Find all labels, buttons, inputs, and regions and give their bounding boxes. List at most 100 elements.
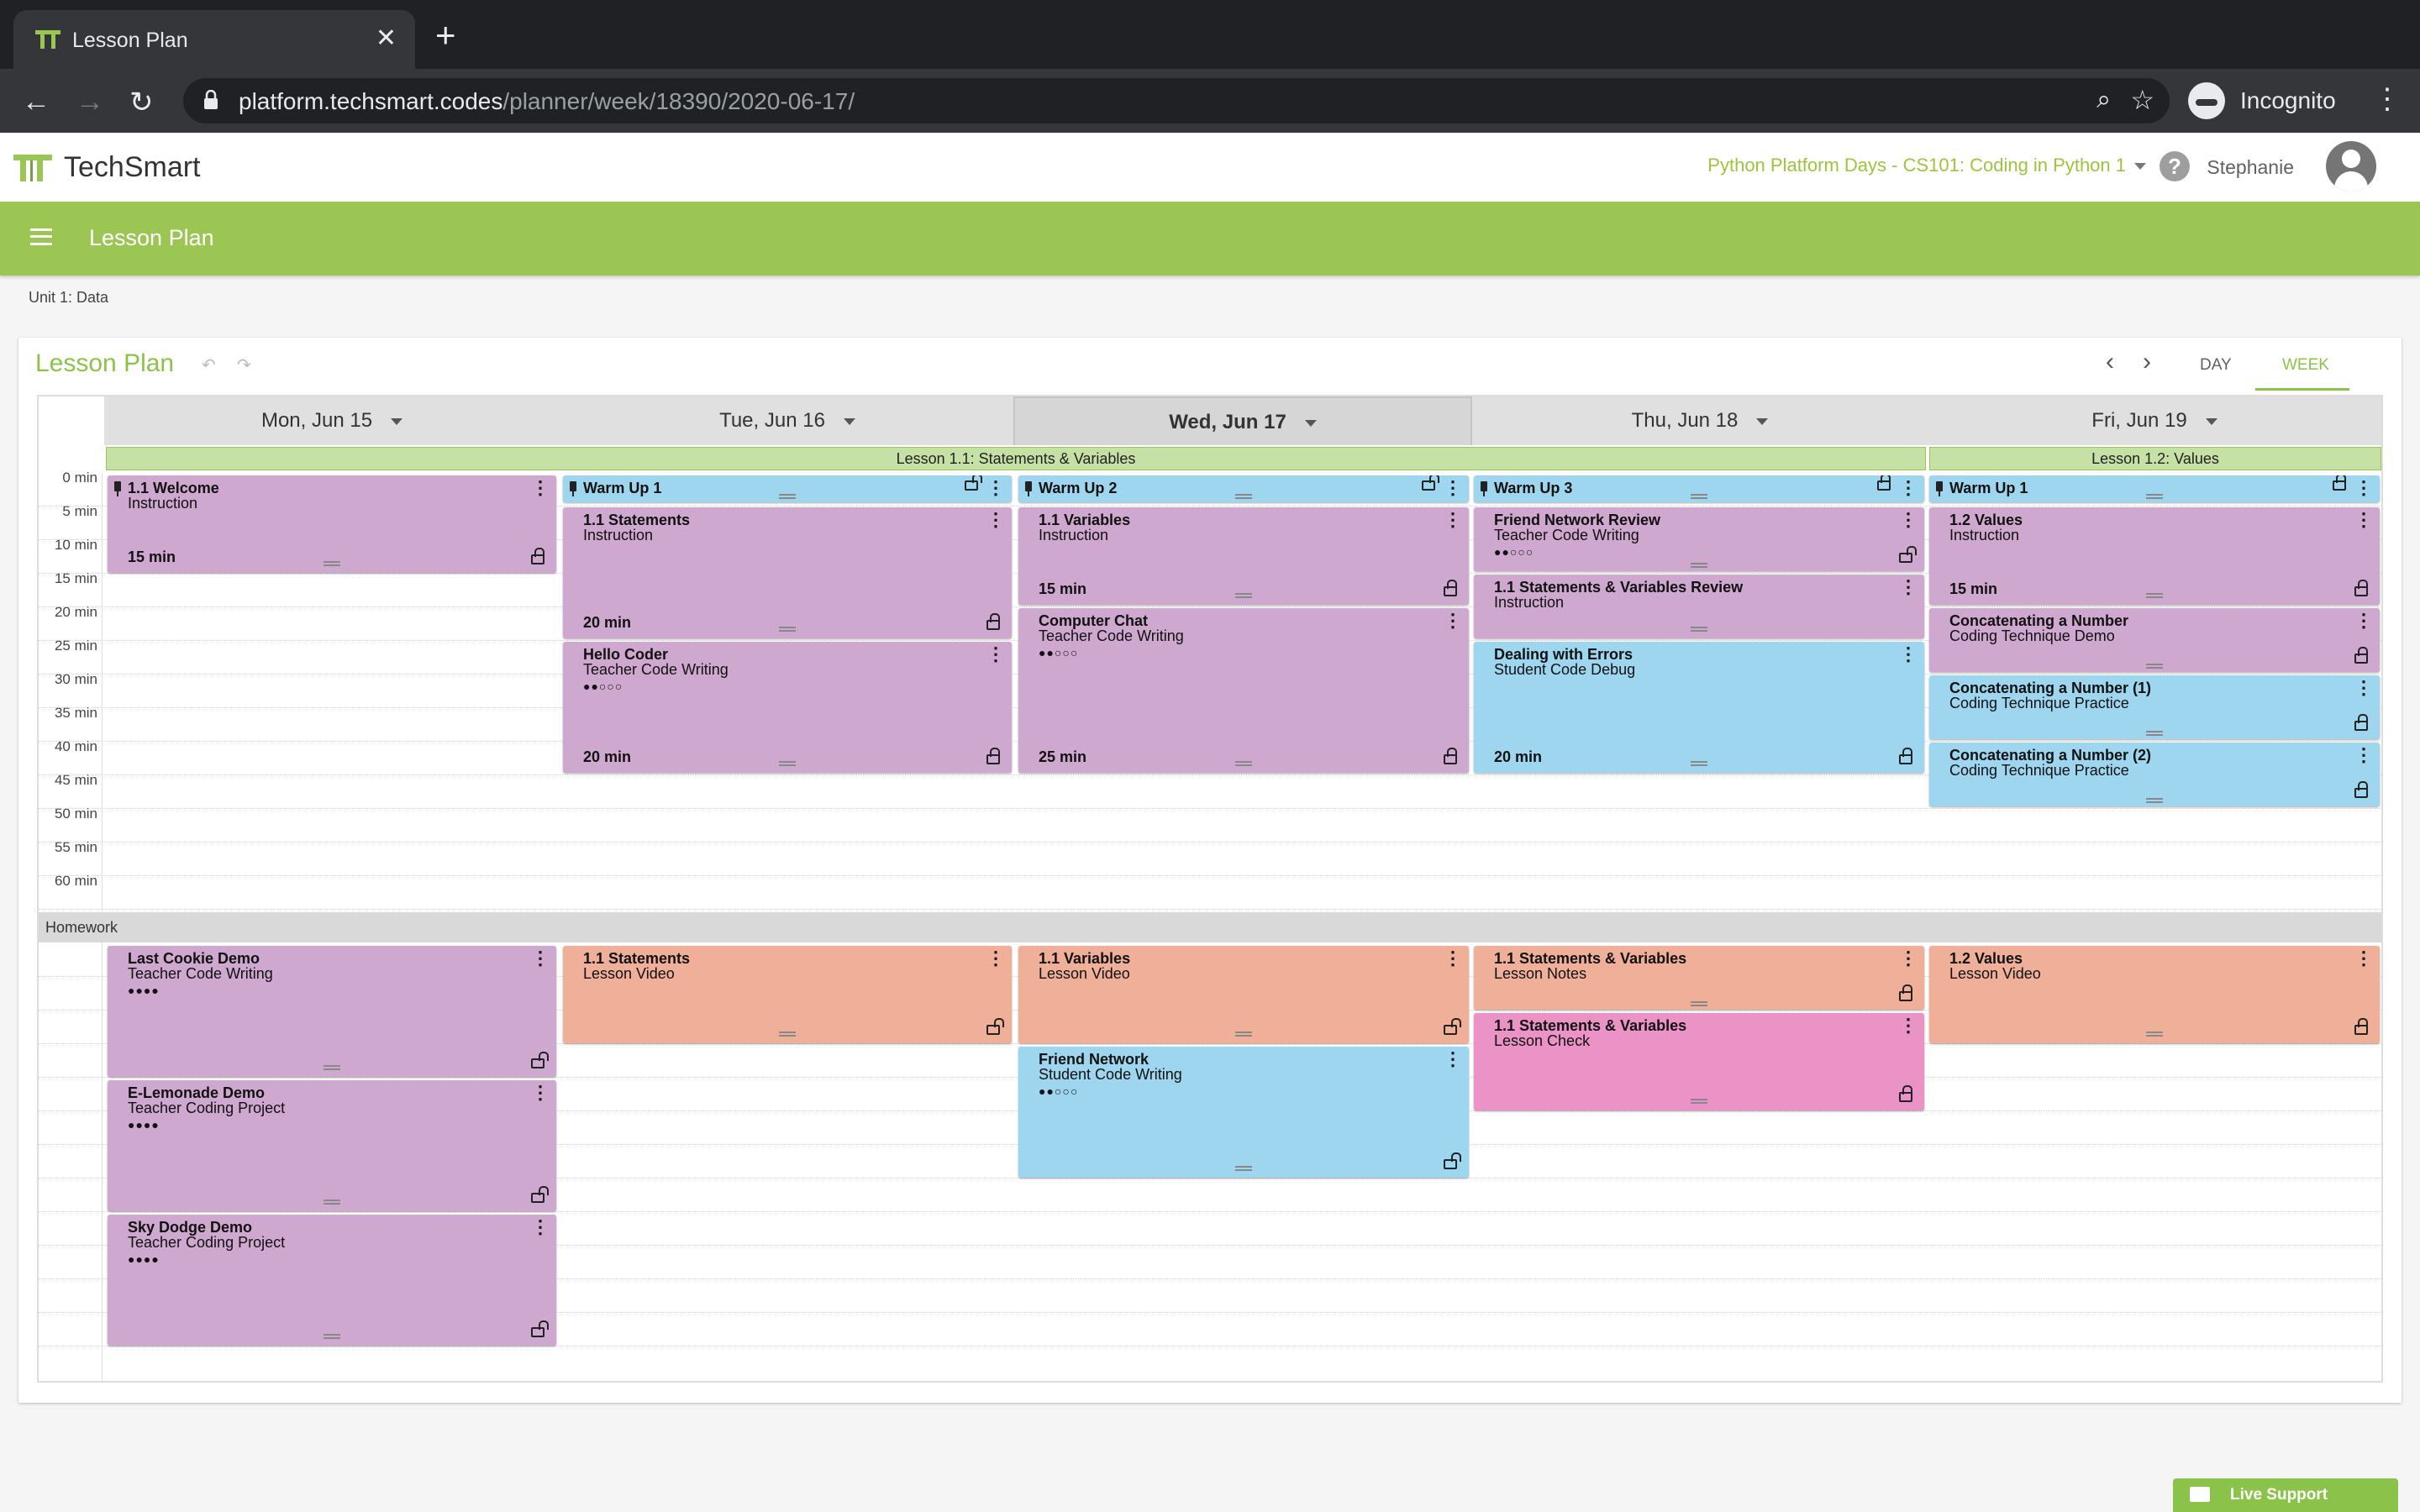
- more-options-icon[interactable]: ⋮: [986, 509, 1005, 530]
- lesson-event-card[interactable]: Concatenating a Number Coding Technique …: [1929, 608, 2380, 672]
- resize-handle-icon[interactable]: [2146, 664, 2163, 669]
- warmup-event-card[interactable]: Warm Up 1 ⋮: [1929, 475, 2380, 502]
- lesson-band[interactable]: Lesson 1.2: Values: [1929, 447, 2381, 470]
- resize-handle-icon[interactable]: [2146, 798, 2163, 803]
- course-selector[interactable]: Python Platform Days - CS101: Coding in …: [1707, 155, 2126, 176]
- homework-event-card[interactable]: 1.1 Statements & Variables Lesson Check …: [1474, 1013, 1924, 1110]
- homework-event-card[interactable]: 1.1 Variables Lesson Video ⋮: [1018, 946, 1469, 1043]
- more-options-icon[interactable]: ⋮: [1899, 1015, 1918, 1036]
- hamburger-menu-icon[interactable]: [30, 228, 52, 245]
- lock-icon[interactable]: [1444, 580, 1457, 596]
- day-header-fri[interactable]: Fri, Jun 19: [1928, 396, 2381, 445]
- resize-handle-icon[interactable]: [779, 494, 796, 499]
- lock-icon[interactable]: [1899, 748, 1912, 764]
- resize-handle-icon[interactable]: [1235, 494, 1252, 499]
- homework-event-card[interactable]: Sky Dodge Demo Teacher Coding Project ●●…: [108, 1215, 556, 1346]
- lock-icon[interactable]: [986, 748, 1000, 764]
- resize-handle-icon[interactable]: [1235, 761, 1252, 766]
- pin-icon[interactable]: [1025, 481, 1032, 496]
- more-options-icon[interactable]: ⋮: [1899, 477, 1918, 498]
- incognito-indicator[interactable]: Incognito: [2188, 78, 2336, 123]
- lesson-event-card[interactable]: 1.1 Statements Instruction 20 min ⋮: [563, 507, 1012, 638]
- more-options-icon[interactable]: ⋮: [1899, 643, 1918, 664]
- resize-handle-icon[interactable]: [324, 561, 340, 566]
- lesson-event-card[interactable]: 1.1 Welcome Instruction 15 min ⋮: [108, 475, 556, 573]
- lesson-event-card[interactable]: Concatenating a Number (1) Coding Techni…: [1929, 675, 2380, 739]
- resize-handle-icon[interactable]: [1235, 1166, 1252, 1171]
- live-support-button[interactable]: Live Support: [2173, 1478, 2398, 1512]
- lock-icon[interactable]: [2333, 475, 2346, 491]
- more-options-icon[interactable]: ⋮: [1899, 948, 1918, 969]
- resize-handle-icon[interactable]: [2146, 593, 2163, 598]
- undo-icon[interactable]: ↶: [202, 356, 216, 375]
- resize-handle-icon[interactable]: [1691, 1001, 1707, 1006]
- homework-event-card[interactable]: 1.1 Statements Lesson Video ⋮: [563, 946, 1012, 1043]
- day-header-mon[interactable]: Mon, Jun 15: [104, 396, 560, 445]
- more-options-icon[interactable]: ⋮: [1444, 509, 1462, 530]
- resize-handle-icon[interactable]: [1235, 1032, 1252, 1037]
- chevron-down-icon[interactable]: [2205, 417, 2217, 425]
- previous-week-chevron-icon[interactable]: ‹: [2106, 348, 2114, 375]
- day-header-tue[interactable]: Tue, Jun 16: [560, 396, 1015, 445]
- lock-icon[interactable]: [986, 613, 1000, 630]
- help-icon[interactable]: ?: [2160, 151, 2190, 181]
- more-options-icon[interactable]: ⋮: [531, 1082, 550, 1103]
- close-tab-icon[interactable]: ✕: [375, 24, 397, 52]
- lesson-event-card[interactable]: Computer Chat Teacher Code Writing ●●○○○…: [1018, 608, 1469, 773]
- more-options-icon[interactable]: ⋮: [531, 948, 550, 969]
- resize-handle-icon[interactable]: [324, 1200, 340, 1205]
- unlock-icon[interactable]: [1899, 546, 1917, 563]
- pin-icon[interactable]: [570, 481, 576, 496]
- lock-icon[interactable]: [2354, 714, 2368, 731]
- unlock-icon[interactable]: [1444, 1152, 1461, 1169]
- lesson-event-card[interactable]: Friend Network Review Teacher Code Writi…: [1474, 507, 1924, 571]
- bookmark-star-icon[interactable]: ☆: [2130, 85, 2154, 115]
- more-options-icon[interactable]: ⋮: [986, 477, 1005, 498]
- homework-event-card[interactable]: E-Lemonade Demo Teacher Coding Project ●…: [108, 1080, 556, 1211]
- techsmart-logo[interactable]: TechSmart: [13, 151, 201, 184]
- homework-event-card[interactable]: Last Cookie Demo Teacher Code Writing ●●…: [108, 946, 556, 1077]
- unlock-icon[interactable]: [531, 1320, 549, 1337]
- day-view-button[interactable]: DAY: [2200, 356, 2232, 374]
- resize-handle-icon[interactable]: [2146, 494, 2163, 499]
- resize-handle-icon[interactable]: [779, 761, 796, 766]
- more-options-icon[interactable]: ⋮: [1899, 576, 1918, 597]
- course-dropdown-icon[interactable]: [2134, 163, 2146, 170]
- more-options-icon[interactable]: ⋮: [2354, 509, 2373, 530]
- lock-icon[interactable]: [1899, 984, 1912, 1001]
- redo-icon[interactable]: ↷: [237, 356, 251, 375]
- day-header-wed[interactable]: Wed, Jun 17: [1013, 396, 1472, 445]
- more-options-icon[interactable]: ⋮: [1899, 509, 1918, 530]
- browser-menu-icon[interactable]: ⋮: [2373, 83, 2402, 115]
- warmup-event-card[interactable]: Warm Up 1 ⋮: [563, 475, 1012, 502]
- lesson-event-card[interactable]: 1.1 Statements & Variables Review Instru…: [1474, 575, 1924, 638]
- more-options-icon[interactable]: ⋮: [986, 643, 1005, 664]
- pin-icon[interactable]: [114, 481, 121, 496]
- resize-handle-icon[interactable]: [1235, 593, 1252, 598]
- warmup-event-card[interactable]: Warm Up 2 ⋮: [1018, 475, 1469, 502]
- zoom-icon[interactable]: ⌕: [2096, 86, 2111, 113]
- unlock-icon[interactable]: [1422, 475, 1439, 491]
- resize-handle-icon[interactable]: [324, 1334, 340, 1339]
- next-week-chevron-icon[interactable]: ›: [2143, 348, 2151, 375]
- more-options-icon[interactable]: ⋮: [531, 1216, 550, 1237]
- more-options-icon[interactable]: ⋮: [1444, 1048, 1462, 1069]
- resize-handle-icon[interactable]: [779, 627, 796, 632]
- more-options-icon[interactable]: ⋮: [1444, 948, 1462, 969]
- lock-icon[interactable]: [1877, 475, 1891, 491]
- more-options-icon[interactable]: ⋮: [2354, 677, 2373, 698]
- lock-icon[interactable]: [2354, 647, 2368, 664]
- user-name[interactable]: Stephanie: [2207, 156, 2294, 178]
- new-tab-icon[interactable]: +: [435, 15, 456, 55]
- homework-event-card[interactable]: 1.1 Statements & Variables Lesson Notes …: [1474, 946, 1924, 1010]
- resize-handle-icon[interactable]: [1691, 627, 1707, 632]
- reload-icon[interactable]: ↻: [129, 87, 154, 118]
- more-options-icon[interactable]: ⋮: [1444, 477, 1462, 498]
- resize-handle-icon[interactable]: [1691, 1099, 1707, 1104]
- lesson-band[interactable]: Lesson 1.1: Statements & Variables: [106, 447, 1926, 470]
- lesson-event-card[interactable]: Dealing with Errors Student Code Debug 2…: [1474, 642, 1924, 773]
- warmup-event-card[interactable]: Warm Up 3 ⋮: [1474, 475, 1924, 502]
- pin-icon[interactable]: [1936, 481, 1943, 496]
- lesson-event-card[interactable]: Hello Coder Teacher Code Writing ●●○○○ 2…: [563, 642, 1012, 773]
- more-options-icon[interactable]: ⋮: [1444, 610, 1462, 631]
